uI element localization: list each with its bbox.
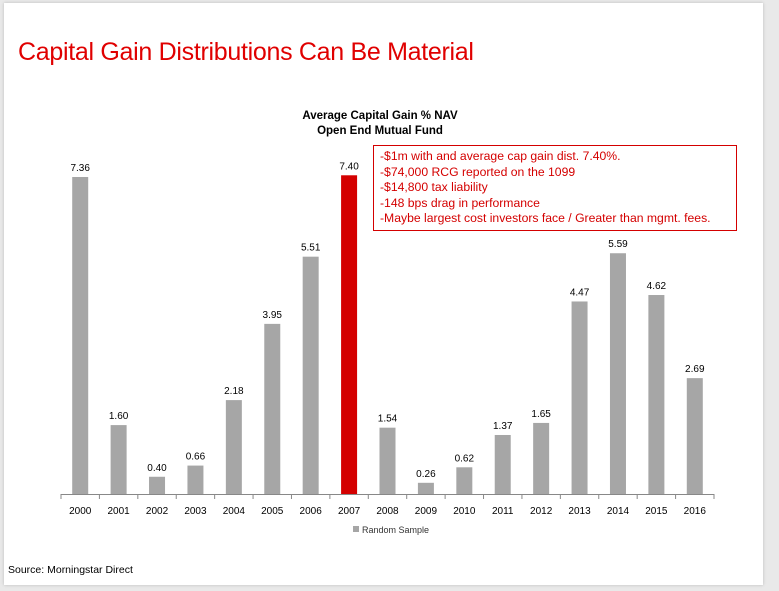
data-label-2011: 1.37 [493,421,513,432]
data-label-2006: 5.51 [301,243,321,254]
x-tick-label-2015: 2015 [645,506,668,517]
legend-label: Random Sample [362,525,429,535]
bar-2005 [264,323,281,494]
data-label-2004: 2.18 [224,386,244,397]
note-line: -148 bps drag in performance [380,195,540,210]
x-tick-label-2012: 2012 [530,506,553,517]
x-tick-label-2016: 2016 [684,506,707,517]
x-tick-label-2009: 2009 [415,506,438,517]
chart-subtitle: Open End Mutual Fund [317,125,443,137]
bar-2013 [571,301,588,494]
bar-2011 [494,434,511,494]
bar-2009 [417,482,434,494]
data-label-2014: 5.59 [608,239,628,250]
x-tick-label-2004: 2004 [223,506,246,517]
data-label-2008: 1.54 [378,414,398,425]
note-line: -Maybe largest cost investors face / Gre… [380,211,711,226]
source-note: Source: Morningstar Direct [8,564,133,576]
bar-2003 [187,465,204,494]
bar-2012 [533,422,550,494]
x-tick-label-2005: 2005 [261,506,284,517]
bar-2004 [225,400,242,494]
data-label-2015: 4.62 [647,281,667,292]
bar-2016 [686,378,703,494]
x-tick-label-2010: 2010 [453,506,476,517]
bar-2014 [609,253,626,494]
bar-2015 [648,295,665,494]
data-label-2009: 0.26 [416,469,436,480]
x-tick-label-2000: 2000 [69,506,92,517]
x-tick-label-2007: 2007 [338,506,361,517]
annotation-box: -$1m with and average cap gain dist. 7.4… [373,145,737,231]
bar-2008 [379,427,396,494]
note-line: -$1m with and average cap gain dist. 7.4… [380,149,621,163]
data-label-2010: 0.62 [455,453,475,464]
data-label-2012: 1.65 [531,409,551,420]
x-tick-label-2001: 2001 [107,506,130,517]
note-line: -$74,000 RCG reported on the 1099 [380,164,576,179]
bar-2001 [110,425,127,494]
note-line: -$14,800 tax liability [380,180,488,195]
bar-2007 [341,175,358,495]
bar-2000 [72,177,89,494]
data-label-2000: 7.36 [70,163,90,174]
data-label-2005: 3.95 [263,310,283,321]
x-tick-label-2011: 2011 [492,506,514,517]
x-tick-label-2013: 2013 [568,506,591,517]
x-tick-label-2014: 2014 [607,506,630,517]
data-label-2016: 2.69 [685,364,705,375]
data-label-2001: 1.60 [109,411,129,422]
data-label-2002: 0.40 [147,463,167,474]
data-label-2007: 7.40 [339,161,359,172]
chart-title: Average Capital Gain % NAV [302,110,458,122]
data-label-2013: 4.47 [570,287,590,298]
legend-swatch [353,526,359,532]
slide-title: Capital Gain Distributions Can Be Materi… [18,38,474,66]
x-tick-label-2002: 2002 [146,506,169,517]
x-tick-label-2008: 2008 [376,506,399,517]
x-tick-label-2006: 2006 [300,506,323,517]
bar-2002 [149,476,166,494]
data-label-2003: 0.66 [186,452,206,463]
bar-2010 [456,467,473,494]
x-tick-label-2003: 2003 [184,506,207,517]
bar-2006 [302,256,319,494]
